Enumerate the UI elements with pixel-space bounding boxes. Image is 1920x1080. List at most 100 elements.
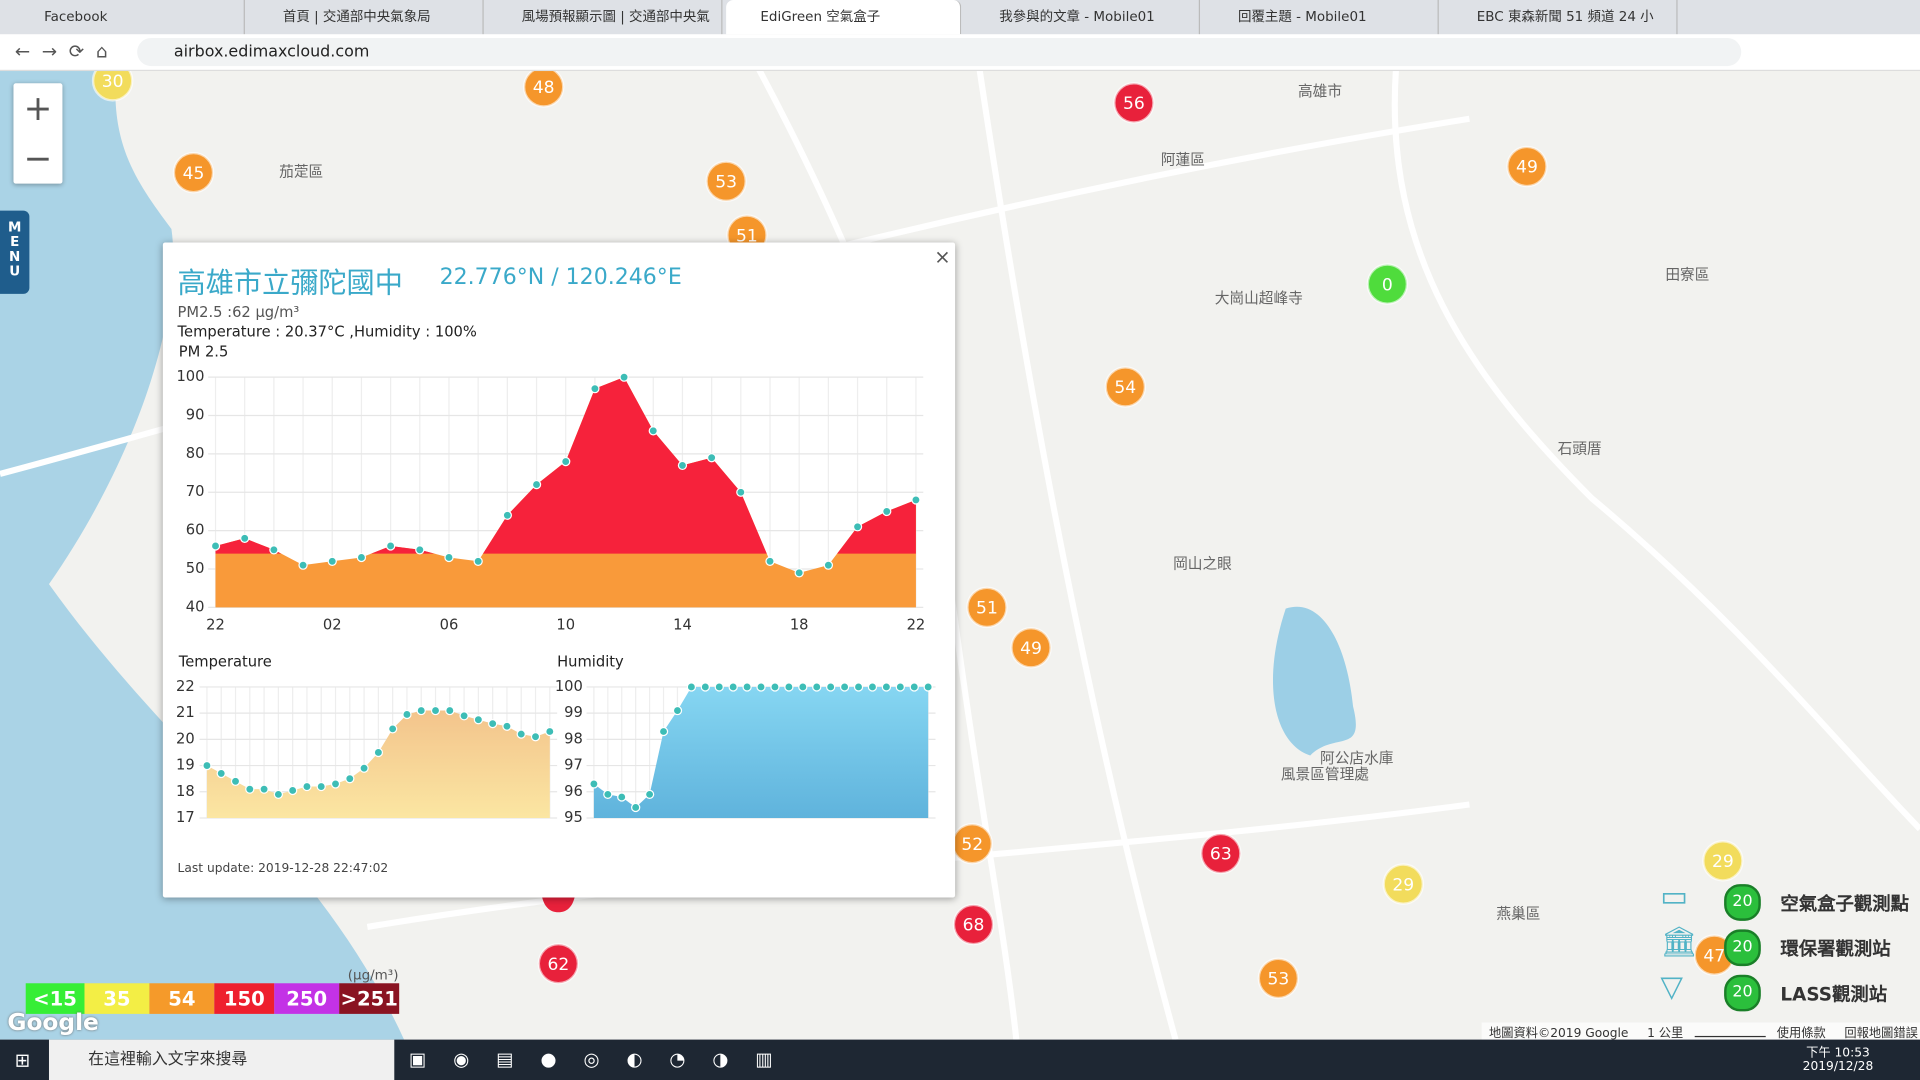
browser-tab[interactable]: 首頁 | 交通部中央氣象局	[249, 0, 484, 35]
pm25-reading: PM2.5 :62 μg/m³	[177, 303, 300, 321]
station-marker[interactable]	[966, 586, 1008, 629]
marker-value: 68	[963, 916, 985, 936]
scale-item: 54	[149, 983, 215, 1014]
pm-scale-unit: (μg/m³)	[347, 967, 399, 984]
station-badge: 20	[1724, 974, 1761, 1012]
station-label: 空氣盒子觀測點	[1780, 892, 1910, 915]
station-label: 環保署觀測站	[1780, 937, 1891, 961]
time: 下午 10:53	[1806, 1046, 1870, 1061]
station-badge: 20	[1724, 884, 1761, 921]
nav-icons[interactable]: ← → ⟳ ⌂	[14, 40, 108, 63]
place-label: 大崗山超峰寺	[1215, 290, 1303, 307]
browser-tab[interactable]: Facebook	[10, 0, 245, 35]
menu-button[interactable]: MENU	[0, 210, 30, 294]
place-label: 燕巢區	[1496, 906, 1540, 923]
station-marker[interactable]	[1200, 832, 1242, 875]
station-marker[interactable]	[1113, 82, 1155, 124]
marker-value: 51	[976, 599, 998, 619]
marker-value: 29	[1392, 875, 1414, 895]
place-label: 石頭厝	[1558, 440, 1602, 457]
place-label: 阿公店水庫	[1320, 750, 1394, 767]
google-logo: Google	[7, 1008, 99, 1036]
taskbar: ⊞ 在這裡輸入文字來搜尋 ▣◉▤●◎◐◔◑▥ 下午 10:53 2019/12/…	[0, 1039, 1920, 1080]
taskbar-search[interactable]: 在這裡輸入文字來搜尋	[48, 1039, 395, 1080]
zoom-in[interactable]: +	[23, 88, 53, 129]
station-marker[interactable]	[537, 942, 580, 985]
marker-value: 62	[547, 955, 569, 975]
station-marker[interactable]	[1257, 957, 1300, 1000]
marker-value: 51	[736, 226, 758, 246]
browser-tab[interactable]: EdiGreen 空氣盒子	[726, 0, 962, 35]
terms-link[interactable]: 使用條款	[1776, 1027, 1826, 1041]
station-icon: ▽	[1660, 969, 1684, 1005]
place-label: 田寮區	[1665, 266, 1709, 284]
scale-item: 250	[274, 983, 340, 1014]
marker-value: 30	[102, 72, 124, 92]
clock: 下午 10:53 2019/12/28	[1800, 1042, 1876, 1074]
reservoir	[1272, 606, 1356, 756]
station-marker[interactable]	[1382, 863, 1425, 905]
place-label: 茄萣區	[279, 164, 323, 181]
station-label: LASS觀測站	[1780, 983, 1888, 1006]
marker-value: 29	[1712, 852, 1734, 872]
sea	[0, 69, 405, 1040]
station-marker[interactable]	[1702, 840, 1744, 882]
marker-value: 49	[1516, 158, 1538, 178]
station-marker[interactable]	[1366, 263, 1409, 305]
temp-humidity: Temperature : 20.37°C ,Humidity : 100%	[177, 323, 477, 341]
marker-value: 48	[533, 78, 555, 98]
place-label: 岡山之眼	[1173, 555, 1232, 572]
station-popup: × 高雄市立彌陀國中 22.776°N / 120.246°E PM2.5 :6…	[162, 242, 956, 898]
last-update: Last update: 2019-12-28 22:47:02	[177, 862, 389, 876]
place-label: 高雄市	[1298, 83, 1342, 100]
map-scale: 1 公里	[1647, 1027, 1684, 1041]
report-link[interactable]: 回報地圖錯誤	[1844, 1027, 1918, 1041]
pm-scale-legend: <15 35 54 150 250 >251	[25, 983, 400, 1014]
close-button[interactable]: ×	[934, 244, 951, 269]
station-icon: ▭	[1660, 879, 1689, 914]
start-button[interactable]: ⊞	[14, 1049, 31, 1072]
marker-value: 49	[1020, 639, 1042, 659]
station-marker[interactable]	[172, 151, 215, 194]
marker-value: 53	[1267, 970, 1289, 990]
taskbar-apps[interactable]: ▣◉▤●◎◐◔◑▥	[408, 1048, 800, 1071]
station-marker[interactable]	[1010, 626, 1052, 669]
attribution: 地圖資料©2019 Google	[1488, 1027, 1629, 1041]
place-label: 阿蓮區	[1161, 151, 1205, 168]
browser-tab[interactable]: 我參與的文章 - Mobile01	[965, 0, 1201, 35]
marker-value: 0	[1382, 275, 1393, 295]
marker-value: 47	[1703, 946, 1725, 966]
marker-value: 56	[1123, 94, 1145, 114]
scale-item: 35	[84, 983, 150, 1014]
place-label: 風景區管理處	[1281, 766, 1369, 783]
browser-tab[interactable]: 風場預報顯示圖 | 交通部中央氣	[487, 0, 723, 35]
marker-value: 63	[1210, 845, 1232, 865]
station-marker[interactable]	[1506, 145, 1548, 188]
station-marker[interactable]	[952, 903, 995, 946]
station-marker[interactable]	[522, 69, 565, 108]
station-marker[interactable]	[91, 69, 134, 102]
scale-item: >251	[339, 983, 400, 1014]
url[interactable]: airbox.edimaxcloud.com	[137, 37, 1742, 67]
station-marker[interactable]	[1104, 366, 1147, 408]
marker-value: 53	[715, 172, 737, 192]
station-marker[interactable]	[705, 160, 747, 203]
scale-item: <15	[25, 983, 85, 1014]
marker-value: 45	[183, 164, 205, 184]
station-badge: 20	[1724, 929, 1761, 967]
zoom-out[interactable]: −	[23, 138, 53, 179]
station-icon: 🏛	[1660, 924, 1698, 959]
station-legend: ▭ 20 空氣盒子觀測點 🏛 20 環保署觀測站 ▽ 20 LASS觀測站	[1653, 879, 1920, 1014]
map-footer: 地圖資料©2019 Google 1 公里 使用條款 回報地圖錯誤	[1481, 1022, 1920, 1041]
marker-value: 52	[961, 835, 983, 855]
browser-tab[interactable]: 回覆主題 - Mobile01	[1204, 0, 1439, 35]
date: 2019/12/28	[1802, 1060, 1874, 1074]
station-title: 高雄市立彌陀國中	[177, 268, 403, 301]
station-coords: 22.776°N / 120.246°E	[439, 264, 682, 291]
zoom-control: + −	[13, 83, 63, 184]
browser-tab[interactable]: EBC 東森新聞 51 頻道 24 小	[1442, 0, 1678, 35]
address-bar: ← → ⟳ ⌂ airbox.edimaxcloud.com	[0, 34, 1920, 72]
scale-item: 150	[214, 983, 275, 1014]
tab-bar: Facebook 首頁 | 交通部中央氣象局 風場預報顯示圖 | 交通部中央氣 Edi…	[0, 0, 1920, 35]
